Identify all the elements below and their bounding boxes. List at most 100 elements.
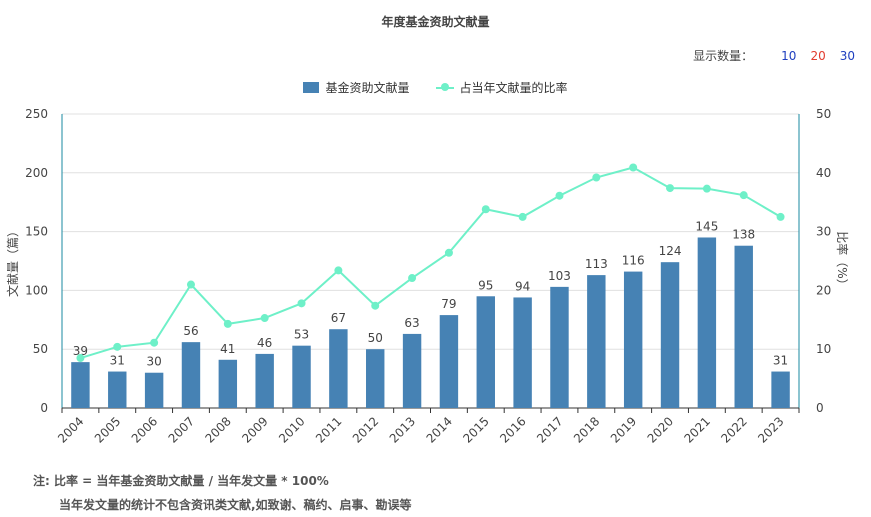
x-tick-label: 2004	[55, 414, 86, 445]
bar-value-label: 103	[548, 269, 571, 283]
bar-value-label: 63	[404, 316, 419, 330]
bar	[329, 329, 348, 408]
bar-value-label: 50	[368, 331, 383, 345]
ratio-point	[297, 299, 306, 308]
x-tick-label: 2017	[534, 414, 565, 445]
bar	[660, 262, 680, 408]
y-tick-label-right: 10	[816, 342, 831, 356]
ratio-point	[334, 266, 343, 275]
y-axis-title-right: 比率（%）	[835, 231, 850, 290]
ratio-point	[223, 319, 232, 328]
y-tick-label-left: 100	[25, 283, 48, 297]
bar	[402, 333, 422, 408]
bar-value-label: 145	[695, 219, 718, 233]
y-tick-label-left: 50	[33, 342, 48, 356]
display-count-option-10[interactable]: 10	[781, 48, 797, 63]
y-axis-title-left: 文献量（篇）	[5, 225, 20, 297]
bar	[587, 275, 606, 408]
bar-value-label: 39	[73, 344, 88, 358]
ratio-point	[444, 248, 453, 257]
ratio-point	[739, 191, 748, 200]
bar-value-label: 94	[515, 279, 530, 293]
x-tick-label: 2021	[681, 414, 712, 445]
bar	[771, 371, 790, 408]
ratio-point	[150, 338, 159, 347]
ratio-point	[76, 354, 85, 363]
ratio-point	[260, 314, 269, 323]
bar-value-label: 30	[146, 355, 161, 369]
x-tick-label: 2014	[424, 414, 455, 445]
y-tick-label-right: 20	[816, 283, 831, 297]
bar-value-label: 116	[622, 254, 645, 268]
legend-line-label: 占当年文献量的比率	[459, 81, 568, 95]
bar	[476, 296, 495, 408]
bar	[734, 245, 753, 408]
x-tick-label: 2009	[239, 414, 270, 445]
display-count-option-30[interactable]: 30	[839, 48, 855, 63]
x-tick-label: 2013	[387, 414, 418, 445]
ratio-point	[555, 191, 564, 200]
ratio-point	[629, 163, 638, 172]
ratio-point	[592, 173, 601, 182]
legend-bar-swatch	[303, 82, 320, 93]
bar-value-label: 124	[659, 244, 682, 258]
bar	[697, 237, 717, 408]
x-tick-label: 2019	[608, 414, 639, 445]
x-tick-label: 2015	[460, 414, 491, 445]
footnotes: 注: 比率 = 当年基金资助文献量 / 当年发文量 * 100% 当年发文量的统…	[33, 469, 412, 517]
x-tick-label: 2020	[645, 414, 676, 445]
bar	[623, 271, 643, 408]
display-count-option-20[interactable]: 20	[810, 48, 826, 63]
x-tick-label: 2007	[166, 414, 197, 445]
legend-item-line[interactable]: 占当年文献量的比率	[435, 79, 568, 96]
x-tick-label: 2010	[276, 414, 307, 445]
bar-value-label: 41	[220, 342, 235, 356]
x-tick-label: 2006	[129, 414, 160, 445]
ratio-point	[408, 274, 417, 283]
legend-item-bar[interactable]: 基金资助文献量	[303, 79, 410, 96]
ratio-line	[80, 166, 782, 359]
ratio-point	[371, 301, 380, 310]
x-tick-label: 2023	[755, 414, 786, 445]
chart-title: 年度基金资助文献量	[381, 15, 490, 29]
bar	[366, 349, 385, 408]
display-count-label: 显示数量：	[693, 49, 754, 63]
bar-value-label: 46	[257, 336, 272, 350]
x-tick-label: 2005	[92, 414, 123, 445]
bar	[108, 371, 127, 408]
bar-value-label: 138	[732, 228, 755, 242]
bar	[144, 372, 164, 408]
bar-value-label: 31	[110, 354, 125, 368]
ratio-point	[776, 212, 785, 221]
bar-value-label: 113	[585, 257, 608, 271]
y-tick-label-right: 0	[816, 401, 824, 415]
ratio-point	[481, 205, 490, 214]
x-tick-label: 2011	[313, 414, 344, 445]
bar	[439, 315, 459, 408]
bar	[255, 353, 274, 408]
bar-value-label: 79	[441, 297, 456, 311]
ratio-point	[113, 342, 122, 351]
y-tick-label-right: 50	[816, 107, 831, 121]
bar	[181, 342, 201, 408]
display-count-selector: 显示数量： 10 20 30	[693, 47, 855, 64]
footnote-exclusion: 当年发文量的统计不包含资讯类文献,如致谢、稿约、启事、勘误等	[59, 498, 412, 512]
y-tick-label-left: 0	[40, 401, 48, 415]
bar-value-label: 53	[294, 328, 309, 342]
legend-bar-label: 基金资助文献量	[325, 81, 410, 95]
x-tick-label: 2008	[202, 414, 233, 445]
ratio-point	[186, 280, 195, 289]
bar	[71, 362, 90, 408]
ratio-point	[666, 184, 675, 193]
bar-value-label: 67	[331, 311, 346, 325]
y-tick-label-right: 30	[816, 225, 831, 239]
bar	[292, 345, 311, 408]
ratio-point	[702, 184, 711, 193]
bar	[218, 359, 238, 408]
x-tick-label: 2012	[350, 414, 381, 445]
footnote-ratio-formula: 注: 比率 = 当年基金资助文献量 / 当年发文量 * 100%	[33, 474, 329, 488]
x-tick-label: 2016	[497, 414, 528, 445]
x-tick-label: 2022	[718, 414, 749, 445]
bar-value-label: 56	[183, 324, 198, 338]
